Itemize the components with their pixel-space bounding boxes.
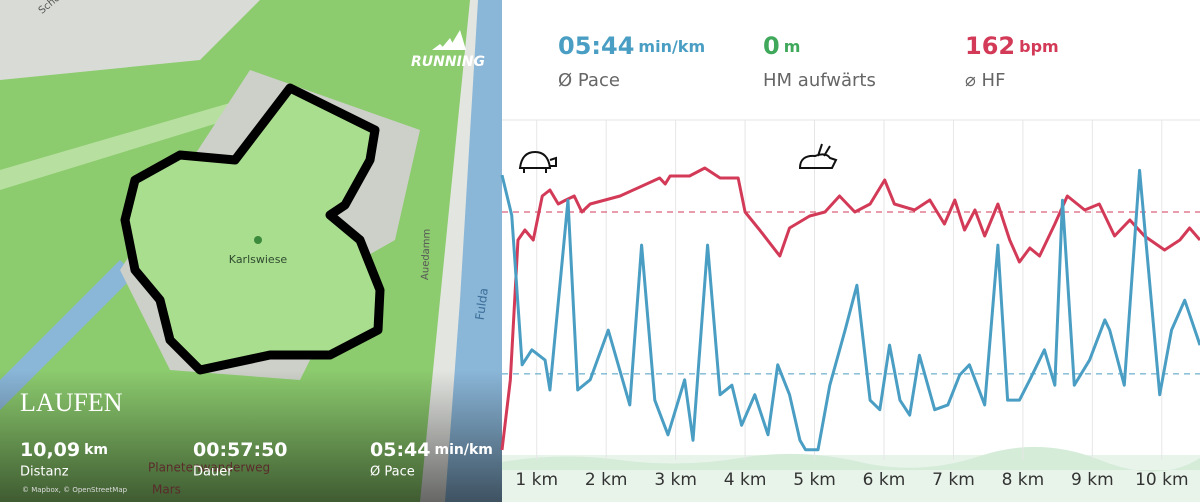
summary-stat-number: 0 <box>763 32 780 60</box>
poi-label: Mars <box>152 483 181 497</box>
x-tick-label: 10 km <box>1135 470 1188 490</box>
map-stats: 10,09 km Distanz 00:57:50 Dauer 05:44 min/km Ø … <box>20 439 493 480</box>
map-stat-number: 00:57:50 <box>193 439 288 461</box>
brand: RUNNING <box>411 54 485 70</box>
summary-stat-label: Ø Pace <box>558 70 620 91</box>
summary-stat-number: 162 <box>965 32 1015 60</box>
activity-title: LAUFEN <box>20 388 123 417</box>
slow-icon <box>518 150 557 173</box>
attribution: © Mapbox, © OpenStreetMap <box>22 486 128 494</box>
summary-stat-unit: min/km <box>638 37 705 56</box>
summary: 05:44 min/km Ø Pace 0 m HM aufwärts 162 bpm ⌀ HF <box>558 32 1059 91</box>
series-line <box>500 168 1200 452</box>
route <box>120 83 385 375</box>
path <box>0 100 260 190</box>
poi-label: Planetenwanderweg <box>148 461 270 475</box>
street-label: Auedamm <box>420 229 433 281</box>
summary-stat-value: 162 bpm <box>965 32 1059 60</box>
x-tick-label: 5 km <box>793 470 836 490</box>
map-stat-value: 05:44 min/km <box>370 439 493 461</box>
x-tick-label: 9 km <box>1071 470 1114 490</box>
x-tick-label: 1 km <box>515 470 558 490</box>
park-label: Karlswiese <box>229 253 288 266</box>
x-tick-label: 7 km <box>932 470 975 490</box>
map-stat-value: 10,09 km <box>20 439 108 461</box>
map-stat-number: 05:44 <box>370 439 430 461</box>
urban-area <box>0 0 260 80</box>
summary-stat-value: 05:44 min/km <box>558 32 705 60</box>
summary-stat-label: HM aufwärts <box>763 70 876 91</box>
series-line <box>500 166 1200 451</box>
fast-icon <box>798 143 838 169</box>
map-stat-label: Distanz <box>20 465 69 480</box>
x-tick-label: 2 km <box>585 470 628 490</box>
summary-stat-number: 05:44 <box>558 32 634 60</box>
x-tick-label: 3 km <box>654 470 697 490</box>
map-stat-unit: km <box>84 442 108 458</box>
map-stat-unit: min/km <box>434 442 492 458</box>
map-stat-number: 10,09 <box>20 439 80 461</box>
chart: 1 km 2 km 3 km 4 km 5 km 6 km 7 km 8 km 9 km 10 k… <box>500 120 1200 490</box>
brand-logo <box>432 30 466 50</box>
elevation-profile <box>502 446 1200 472</box>
map-shade <box>0 370 502 502</box>
map-stat-value: 00:57:50 <box>193 439 288 461</box>
x-tick-label: 4 km <box>724 470 767 490</box>
park-icon <box>254 236 262 244</box>
summary-stat-unit: m <box>784 37 801 56</box>
map: Karlswiese Schön Auedamm Fulda RUNNING L… <box>0 0 502 502</box>
x-tick-label: 8 km <box>1002 470 1045 490</box>
river-label: Fulda <box>473 287 491 321</box>
map-stat-label: Ø Pace <box>370 465 415 480</box>
summary-stat-unit: bpm <box>1019 37 1059 56</box>
x-tick-label: 6 km <box>863 470 906 490</box>
summary-stat-label: ⌀ HF <box>965 70 1005 91</box>
map-stat-label: Dauer <box>193 465 233 480</box>
